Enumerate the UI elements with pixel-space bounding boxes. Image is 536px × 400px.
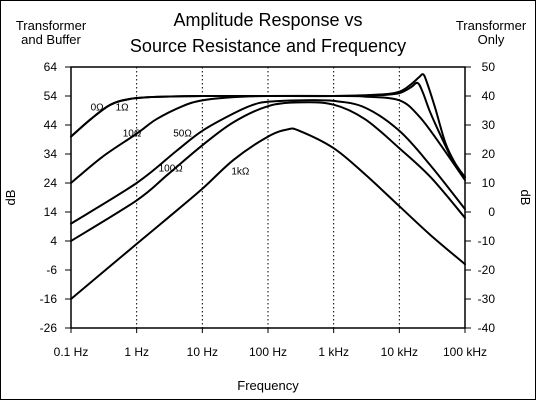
x-tick-label: 10 kHz (381, 345, 418, 359)
left-header: Transformer and Buffer (7, 19, 95, 47)
chart-title-line1: Amplitude Response vs (173, 10, 363, 30)
left-header-line1: Transformer (15, 18, 87, 33)
ticks-layer: 0.1 Hz 1 Hz 10 Hz 100 Hz 1 kHz 10 kHz 100 kHz 6… (40, 60, 496, 359)
grid-layer (136, 67, 400, 328)
curve-label-2: 10Ω (123, 129, 142, 140)
y-left-tick-label: 44 (44, 118, 58, 132)
curve-4 (70, 101, 466, 242)
y-left-tick-label: 4 (50, 234, 57, 248)
x-tick-label: 100 Hz (249, 345, 287, 359)
curve-5 (70, 127, 466, 300)
right-header: Transformer Only (447, 19, 535, 47)
chart-title-line2: Source Resistance and Frequency (129, 36, 407, 56)
y-right-tick-label: 10 (482, 176, 496, 190)
curve-label-3: 50Ω (173, 129, 192, 140)
labels-layer: 0Ω 1Ω 10Ω 50Ω 100Ω 1kΩ (91, 103, 250, 178)
y-left-tick-label: -26 (40, 321, 58, 335)
y-right-tick-label: 0 (488, 205, 495, 219)
y-left-tick-label: 34 (44, 147, 58, 161)
right-header-line1: Transformer (455, 18, 527, 33)
y-right-tick-label: 20 (482, 147, 496, 161)
curve-label-5: 1kΩ (231, 166, 250, 177)
x-tick-label: 100 kHz (443, 345, 487, 359)
y-left-tick-label: 54 (44, 89, 58, 103)
x-tick-label: 1 kHz (318, 345, 349, 359)
left-header-line2: and Buffer (21, 32, 81, 47)
y-axis-left-label: dB (3, 190, 18, 206)
y-right-tick-label: -40 (478, 321, 496, 335)
y-right-tick-label: 50 (482, 60, 496, 74)
x-tick-label: 1 Hz (124, 345, 149, 359)
x-tick-label: 10 Hz (187, 345, 218, 359)
y-left-tick-label: -6 (46, 263, 57, 277)
y-left-tick-label: 24 (44, 176, 58, 190)
y-right-tick-label: 30 (482, 118, 496, 132)
curve-1 (70, 81, 466, 179)
curve-2 (70, 94, 466, 184)
y-left-tick-label: -16 (40, 292, 58, 306)
y-left-tick-label: 64 (44, 60, 58, 74)
y-right-tick-label: 40 (482, 89, 496, 103)
y-right-tick-label: -10 (478, 234, 496, 248)
y-left-tick-label: 14 (44, 205, 58, 219)
curve-label-0: 0Ω (91, 103, 105, 114)
curve-3 (70, 99, 466, 225)
curve-label-1: 1Ω (116, 103, 130, 114)
x-tick-label: 0.1 Hz (54, 345, 89, 359)
y-right-tick-label: -30 (478, 292, 496, 306)
y-right-tick-label: -20 (478, 263, 496, 277)
curve-label-4: 100Ω (159, 163, 184, 174)
right-header-line2: Only (477, 32, 505, 47)
y-axis-right-label: dB (518, 190, 533, 206)
series-layer (70, 73, 466, 300)
x-axis-label: Frequency (237, 378, 299, 393)
